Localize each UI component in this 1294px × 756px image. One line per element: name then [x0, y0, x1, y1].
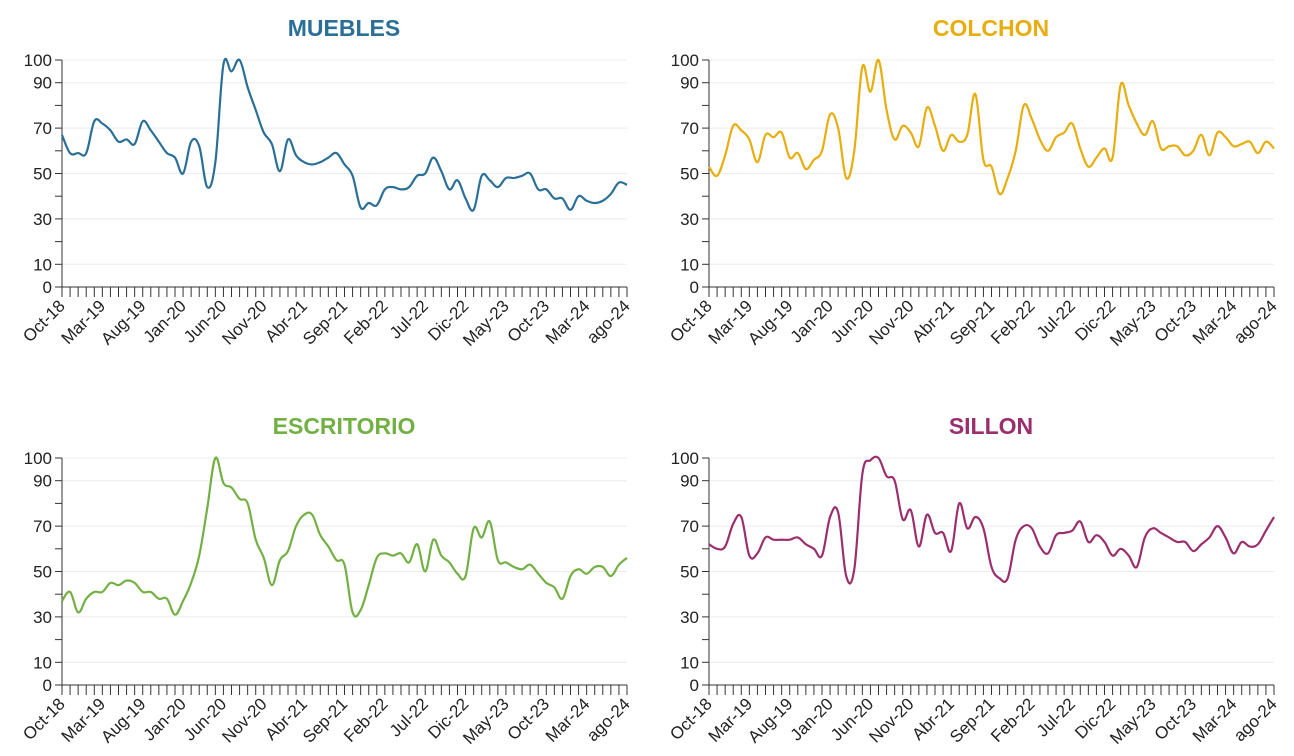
x-tick-label: Jan-20	[787, 296, 837, 346]
x-tick-label: Sep-21	[946, 296, 998, 348]
x-tick-label: Nov-20	[865, 694, 917, 746]
y-tick-label: 50	[680, 563, 699, 582]
x-tick-label: Nov-20	[218, 694, 270, 746]
x-tick-label: Jul-22	[386, 694, 432, 740]
x-tick-label: Mar-24	[1189, 694, 1241, 746]
panel: COLCHON01030507090100Oct-18Mar-19Aug-19J…	[666, 15, 1281, 350]
x-tick-label: Aug-19	[97, 296, 149, 348]
y-tick-label: 10	[680, 255, 699, 274]
x-tick-label: Feb-22	[340, 296, 392, 348]
y-tick-label: 0	[43, 676, 52, 695]
x-tick-label: ago-24	[583, 296, 634, 347]
x-tick-label: May-23	[1106, 296, 1160, 350]
series-line	[708, 58, 1275, 196]
x-tick-label: Jul-22	[1033, 694, 1079, 740]
x-tick-label: Aug-19	[97, 694, 149, 746]
x-tick-label: Aug-19	[744, 694, 796, 746]
y-tick-label: 70	[680, 119, 699, 138]
y-tick-label: 100	[24, 449, 52, 468]
y-tick-label: 90	[680, 74, 699, 93]
y-tick-label: 100	[24, 51, 52, 70]
y-tick-label: 50	[680, 165, 699, 184]
x-tick-label: May-23	[459, 694, 513, 748]
y-tick-label: 100	[671, 449, 699, 468]
y-tick-label: 0	[43, 278, 52, 297]
x-tick-label: Mar-24	[542, 694, 594, 746]
y-tick-label: 90	[33, 472, 52, 491]
y-tick-label: 10	[33, 653, 52, 672]
x-tick-label: Jan-20	[787, 694, 837, 744]
x-tick-label: Sep-21	[946, 694, 998, 746]
chart-title: COLCHON	[933, 15, 1049, 41]
x-tick-label: May-23	[459, 296, 513, 350]
y-tick-label: 70	[33, 517, 52, 536]
x-tick-label: May-23	[1106, 694, 1160, 748]
x-tick-label: ago-24	[1230, 296, 1281, 347]
x-tick-label: Nov-20	[218, 296, 270, 348]
x-tick-label: Feb-22	[340, 694, 392, 746]
y-tick-label: 30	[33, 608, 52, 627]
x-tick-label: Feb-22	[987, 694, 1039, 746]
x-tick-label: Sep-21	[299, 694, 351, 746]
y-tick-label: 70	[33, 119, 52, 138]
y-tick-label: 70	[680, 517, 699, 536]
x-tick-label: Aug-19	[744, 296, 796, 348]
x-tick-label: Jan-20	[140, 694, 190, 744]
chart-title: ESCRITORIO	[273, 413, 416, 439]
y-tick-label: 100	[671, 51, 699, 70]
y-tick-label: 90	[680, 472, 699, 491]
x-tick-label: Mar-24	[542, 296, 594, 348]
panel: ESCRITORIO01030507090100Oct-18Mar-19Aug-…	[19, 413, 634, 748]
y-tick-label: 0	[690, 676, 699, 695]
y-tick-label: 30	[680, 608, 699, 627]
x-tick-label: Mar-24	[1189, 296, 1241, 348]
y-tick-label: 90	[33, 74, 52, 93]
y-tick-label: 30	[680, 210, 699, 229]
series-line	[60, 57, 628, 212]
series-line	[61, 456, 628, 618]
series-line	[708, 455, 1275, 585]
x-tick-label: Jul-22	[386, 296, 432, 342]
y-tick-label: 50	[33, 165, 52, 184]
y-tick-label: 50	[33, 563, 52, 582]
panel: MUEBLES01030507090100Oct-18Mar-19Aug-19J…	[19, 15, 634, 350]
y-tick-label: 30	[33, 210, 52, 229]
x-tick-label: Jul-22	[1033, 296, 1079, 342]
y-tick-label: 10	[33, 255, 52, 274]
chart-title: SILLON	[949, 413, 1033, 439]
x-tick-label: ago-24	[1230, 694, 1281, 745]
x-tick-label: Jan-20	[140, 296, 190, 346]
x-tick-label: Sep-21	[299, 296, 351, 348]
x-tick-label: Nov-20	[865, 296, 917, 348]
chart-title: MUEBLES	[288, 15, 400, 41]
x-tick-label: Feb-22	[987, 296, 1039, 348]
y-tick-label: 10	[680, 653, 699, 672]
y-tick-label: 0	[690, 278, 699, 297]
panel: SILLON01030507090100Oct-18Mar-19Aug-19Ja…	[666, 413, 1281, 748]
x-tick-label: ago-24	[583, 694, 634, 745]
